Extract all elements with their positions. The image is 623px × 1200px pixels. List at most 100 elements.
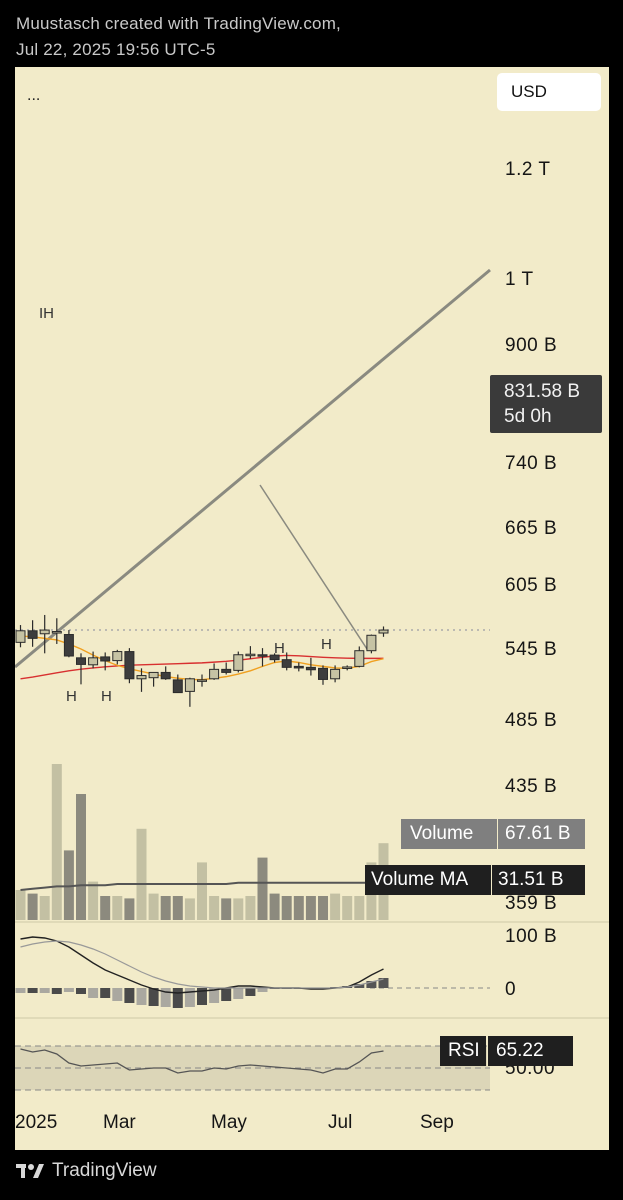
macd-histogram-bar xyxy=(354,984,365,988)
macd-histogram-bar xyxy=(172,988,183,1008)
candle-body xyxy=(63,634,74,657)
candle-body xyxy=(245,653,256,657)
volume-bar xyxy=(39,896,50,920)
macd-histogram-bar xyxy=(124,988,135,1003)
volume-bar xyxy=(209,896,220,920)
last-price-value: 831.58 B xyxy=(504,381,581,402)
macd-histogram-bar xyxy=(27,988,38,993)
candle-body xyxy=(342,666,353,669)
candle-body xyxy=(51,631,62,634)
macd-histogram-bar xyxy=(136,988,147,1005)
candle-body xyxy=(27,630,38,639)
macd-histogram-bar xyxy=(51,988,62,994)
volume-ma-legend[interactable]: Volume MA xyxy=(365,865,491,895)
volume-bar xyxy=(27,893,38,920)
macd-histogram-bar xyxy=(160,988,171,1007)
volume-bar xyxy=(15,890,26,920)
volume-value: 67.61 B xyxy=(497,819,585,849)
pattern-mark: IH xyxy=(39,305,54,322)
candle-body xyxy=(184,678,195,692)
price-tick: 665 B xyxy=(505,518,558,539)
candle-body xyxy=(124,651,135,680)
price-tick: 900 B xyxy=(505,335,558,356)
volume-bar xyxy=(197,862,207,920)
candle-body xyxy=(354,650,365,667)
macd-histogram-bar xyxy=(221,988,232,1001)
candle-body xyxy=(257,654,268,657)
chart-panel[interactable]: ... USD 1.2 T 1 T 900 B 740 B 665 B 605 … xyxy=(15,67,609,1150)
rsi-line xyxy=(20,1048,384,1074)
macd-histogram-bar xyxy=(39,988,50,993)
macd-histogram-bar xyxy=(15,988,26,993)
volume-bar xyxy=(172,896,183,920)
macd-histogram-bar xyxy=(148,988,159,1006)
volume-ma-line xyxy=(20,881,384,891)
volume-bar xyxy=(100,896,111,920)
rsi-legend[interactable]: RSI xyxy=(440,1036,486,1066)
candle-body xyxy=(269,654,280,661)
volume-bar xyxy=(148,893,159,920)
resistance-trendline xyxy=(15,268,491,669)
time-tick: Jul xyxy=(328,1112,353,1133)
candle-body xyxy=(233,654,244,671)
volume-bar xyxy=(184,898,195,920)
volume-legend[interactable]: Volume xyxy=(401,819,497,849)
candle-body xyxy=(15,630,26,643)
macd-histogram-bar xyxy=(378,978,389,988)
pattern-mark: H xyxy=(274,640,285,657)
candle-body xyxy=(100,656,111,662)
macd-histogram-bar xyxy=(63,988,74,992)
tradingview-footer[interactable]: TradingView xyxy=(16,1160,157,1182)
volume-bar xyxy=(233,898,244,920)
candle-body xyxy=(112,651,123,662)
chart-timestamp: Jul 22, 2025 19:56 UTC-5 xyxy=(16,40,216,59)
pattern-mark: H xyxy=(321,636,332,653)
volume-bar xyxy=(136,828,147,920)
macd-histogram-bar xyxy=(209,988,220,1003)
chart-menu-button[interactable]: ... xyxy=(27,87,41,104)
price-tick: 485 B xyxy=(505,710,558,731)
macd-histogram-bar xyxy=(184,988,195,1007)
last-price-label: 831.58 B 5d 0h xyxy=(490,375,602,433)
price-tick: 545 B xyxy=(505,639,558,660)
time-tick: Sep xyxy=(420,1112,454,1133)
candle-body xyxy=(330,668,341,680)
candle-body xyxy=(172,679,183,694)
volume-bar xyxy=(88,881,99,920)
candle-body xyxy=(197,679,207,682)
candle-body xyxy=(160,671,171,680)
macd-histogram-bar xyxy=(100,988,111,998)
candle-body xyxy=(76,657,86,665)
candle-body xyxy=(281,659,292,668)
volume-bar xyxy=(245,896,256,920)
tradingview-logo-icon xyxy=(16,1164,44,1178)
price-tick: 359 B xyxy=(505,893,558,914)
rsi-value: 65.22 xyxy=(487,1036,573,1066)
macd-histogram-bar xyxy=(88,988,99,998)
volume-bar xyxy=(63,850,74,920)
descending-trendline xyxy=(259,484,368,650)
candle-body xyxy=(136,675,147,680)
volume-ma-value: 31.51 B xyxy=(491,865,585,895)
time-tick: Mar xyxy=(103,1112,136,1133)
candle-body xyxy=(366,634,377,652)
volume-bar xyxy=(269,893,280,920)
macd-histogram-bar xyxy=(257,988,268,992)
chart-attribution: Muustasch created with TradingView.com, xyxy=(16,14,341,33)
macd-histogram-bar xyxy=(76,988,86,994)
currency-selector[interactable]: USD xyxy=(497,73,601,111)
pattern-mark: H xyxy=(101,688,112,705)
price-chart-svg[interactable] xyxy=(15,67,609,1150)
volume-bar xyxy=(112,896,123,920)
candle-body xyxy=(148,671,159,679)
brand-name: TradingView xyxy=(52,1160,157,1181)
candle-body xyxy=(378,629,389,634)
price-tick: 605 B xyxy=(505,575,558,596)
volume-bar xyxy=(76,794,86,920)
volume-bar xyxy=(124,898,135,920)
candle-body xyxy=(88,657,99,666)
candle-body xyxy=(39,629,50,635)
volume-bar xyxy=(305,896,316,920)
volume-bar xyxy=(281,896,292,920)
volume-tick: 100 B xyxy=(505,926,558,947)
